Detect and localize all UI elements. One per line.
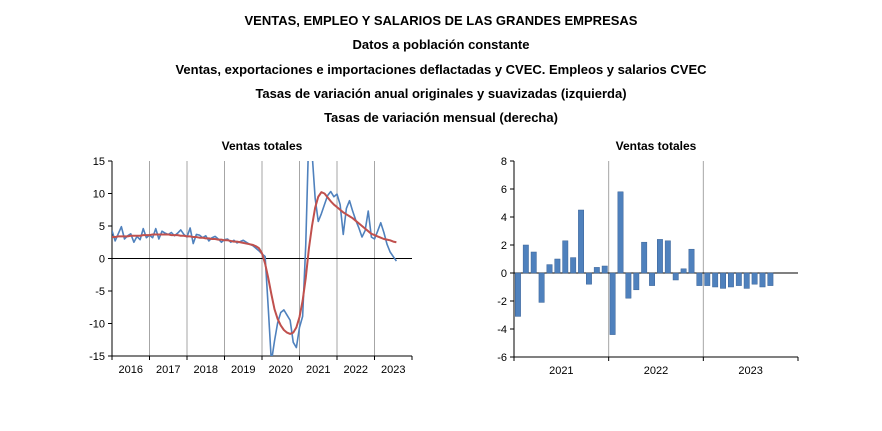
svg-text:2017: 2017 — [156, 364, 180, 376]
monthly-rates-chart: Ventas totales -6 -4 -2 0 2 4 6 8 2021 2022 2023 — [480, 139, 810, 401]
svg-text:6: 6 — [501, 184, 507, 196]
svg-text:-5: -5 — [95, 286, 105, 298]
monthly-chart-title: Ventas totales — [615, 139, 697, 154]
smoothed-rate-line — [112, 191, 397, 336]
annual-chart-canvas: -15 -10 -5 0 5 10 15 2016 2017 2018 2019 2020 2021 20… — [72, 155, 422, 401]
charts-row: Ventas totales -15 -10 -5 0 5 10 15 2016 2017 201… — [0, 139, 882, 401]
svg-text:15: 15 — [93, 156, 105, 168]
annual-rates-chart: Ventas totales -15 -10 -5 0 5 10 15 2016 2017 201… — [72, 139, 422, 401]
svg-text:4: 4 — [501, 212, 507, 224]
report-title-line-4: Tasas de variación anual originales y su… — [255, 85, 627, 101]
report-header: VENTAS, EMPLEO Y SALARIOS DE LAS GRANDES… — [0, 0, 882, 125]
svg-text:10: 10 — [93, 189, 105, 201]
svg-text:2021: 2021 — [549, 365, 573, 377]
original-rate-line — [112, 161, 398, 357]
monthly-chart-svg: -6 -4 -2 0 2 4 6 8 2021 2022 2023 — [497, 156, 799, 377]
report-title-line-2: Datos a población constante — [352, 37, 530, 53]
svg-text:2021: 2021 — [306, 364, 330, 376]
svg-text:2019: 2019 — [231, 364, 255, 376]
report-title-line-3: Ventas, exportaciones e importaciones de… — [175, 61, 707, 77]
svg-text:0: 0 — [99, 254, 105, 266]
monthly-bars — [515, 192, 774, 336]
svg-text:-6: -6 — [497, 352, 507, 364]
svg-text:5: 5 — [99, 221, 105, 233]
svg-text:2: 2 — [501, 240, 507, 252]
svg-text:2020: 2020 — [269, 364, 293, 376]
annual-chart-title: Ventas totales — [221, 139, 303, 154]
svg-text:2023: 2023 — [738, 365, 762, 377]
svg-text:8: 8 — [501, 156, 507, 168]
svg-text:-15: -15 — [89, 351, 105, 363]
monthly-chart-canvas: -6 -4 -2 0 2 4 6 8 2021 2022 2023 — [480, 155, 810, 401]
svg-text:2018: 2018 — [194, 364, 218, 376]
svg-text:2022: 2022 — [344, 364, 368, 376]
svg-text:2022: 2022 — [644, 365, 668, 377]
svg-text:-10: -10 — [89, 319, 105, 331]
svg-text:2016: 2016 — [119, 364, 143, 376]
svg-text:2023: 2023 — [381, 364, 405, 376]
svg-text:-4: -4 — [497, 324, 507, 336]
annual-chart-svg: -15 -10 -5 0 5 10 15 2016 2017 2018 2019 2020 2021 20… — [89, 156, 413, 376]
report-title-line-5: Tasas de variación mensual (derecha) — [324, 110, 558, 126]
report-title-line-1: VENTAS, EMPLEO Y SALARIOS DE LAS GRANDES… — [244, 13, 638, 28]
svg-text:-2: -2 — [497, 296, 507, 308]
svg-text:0: 0 — [501, 268, 507, 280]
